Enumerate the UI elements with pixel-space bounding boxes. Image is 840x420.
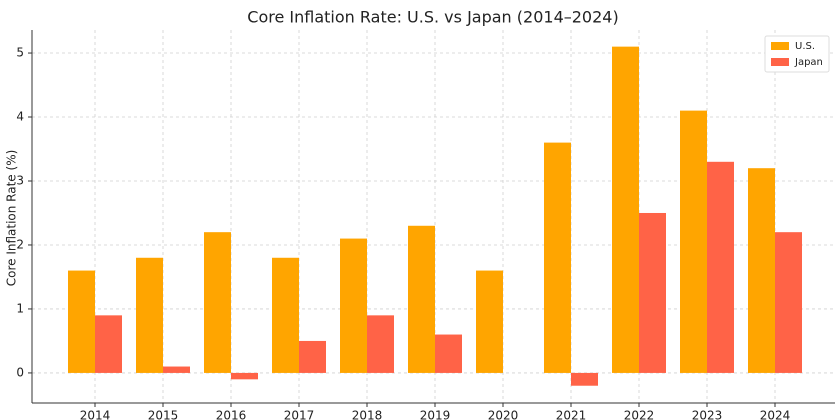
bar [204,232,231,373]
bar [299,340,326,373]
x-tick-label: 2014 [80,409,111,420]
bar [340,238,367,373]
bar [408,225,435,373]
bar [95,315,122,373]
y-tick-label: 2 [16,237,24,251]
bar [544,142,571,373]
x-tick-label: 2022 [624,409,655,420]
bar [639,212,666,373]
bar [272,257,299,373]
y-axis-label: Core Inflation Rate (%) [5,150,19,287]
legend-label: U.S. [795,41,815,52]
legend-label: Japan [794,57,823,68]
x-tick-label: 2018 [352,409,383,420]
bar [367,315,394,373]
bar [775,232,802,373]
legend-swatch [771,58,789,66]
bar [435,334,462,373]
y-tick-label: 3 [16,173,24,187]
bar [476,270,503,373]
bar [136,257,163,373]
x-tick-label: 2021 [556,409,587,420]
chart-title: Core Inflation Rate: U.S. vs Japan (2014… [247,8,618,27]
bar [707,161,734,373]
x-tick-label: 2019 [420,409,451,420]
x-tick-label: 2015 [148,409,179,420]
y-tick-label: 1 [16,301,24,315]
bar [612,46,639,373]
x-tick-label: 2024 [760,409,791,420]
x-tick-label: 2023 [692,409,723,420]
bar [680,110,707,373]
y-tick-label: 4 [16,110,24,124]
y-tick-label: 0 [16,365,24,379]
bar [748,168,775,373]
bar [231,372,258,380]
y-tick-label: 5 [16,46,24,60]
x-tick-label: 2020 [488,409,519,420]
x-tick-label: 2016 [216,409,247,420]
bar [571,372,598,386]
legend-swatch [771,42,789,50]
x-tick-label: 2017 [284,409,315,420]
bar [163,366,190,373]
bar [68,270,95,373]
